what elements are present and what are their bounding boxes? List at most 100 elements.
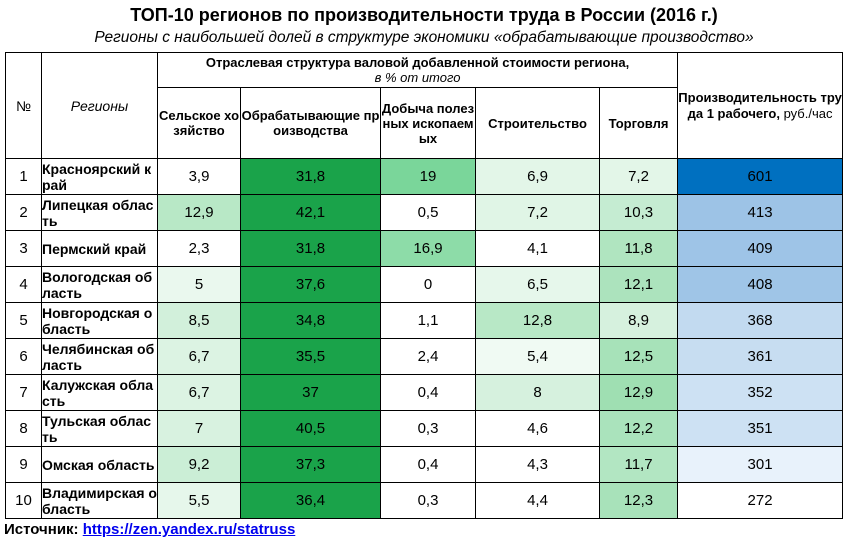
- cell-agriculture: 12,9: [157, 194, 241, 231]
- row-region: Вологодская область: [41, 266, 158, 303]
- row-region: Тульская область: [41, 410, 158, 447]
- cell-productivity: 352: [677, 374, 844, 411]
- row-num: 4: [5, 266, 42, 303]
- cell-mining: 0,3: [380, 410, 476, 447]
- cell-trade: 12,2: [598, 410, 679, 447]
- cell-manufacturing: 35,5: [240, 338, 381, 375]
- row-region: Липецкая область: [41, 194, 158, 231]
- row-region: Новгородская область: [41, 302, 158, 339]
- table-row: 6 Челябинская область 6,7 35,5 2,4 5,4 12,5 361: [5, 338, 844, 375]
- cell-manufacturing: 42,1: [240, 194, 381, 231]
- cell-agriculture: 8,5: [157, 302, 241, 339]
- header-agriculture: Сельское хозяйство: [157, 87, 241, 159]
- cell-agriculture: 3,9: [157, 158, 241, 195]
- header-productivity-title: Производительность труда 1 рабочего,: [678, 89, 842, 121]
- header-construction: Строительство: [475, 87, 600, 159]
- row-region: Калужская область: [41, 374, 158, 411]
- page-title: ТОП-10 регионов по производительности тр…: [130, 5, 718, 25]
- cell-productivity: 301: [677, 446, 844, 483]
- cell-mining: 1,1: [380, 302, 476, 339]
- cell-mining: 0,4: [380, 374, 476, 411]
- cell-agriculture: 2,3: [157, 230, 241, 267]
- cell-agriculture: 9,2: [157, 446, 241, 483]
- cell-agriculture: 6,7: [157, 338, 241, 375]
- cell-trade: 7,2: [598, 158, 679, 195]
- cell-construction: 8: [475, 374, 600, 411]
- header-productivity-unit: руб./час: [783, 105, 833, 121]
- cell-construction: 5,4: [475, 338, 600, 375]
- cell-manufacturing: 37,3: [240, 446, 381, 483]
- source-line: Источник: https://zen.yandex.ru/statruss: [4, 520, 295, 540]
- cell-construction: 7,2: [475, 194, 600, 231]
- row-region: Пермский край: [41, 230, 158, 267]
- cell-construction: 6,5: [475, 266, 600, 303]
- table-body: 1 Красноярский край 3,9 31,8 19 6,9 7,2 601 2 Лип…: [5, 158, 844, 519]
- table-row: 4 Вологодская область 5 37,6 0 6,5 12,1 408: [5, 266, 844, 303]
- cell-agriculture: 7: [157, 410, 241, 447]
- table-row: 8 Тульская область 7 40,5 0,3 4,6 12,2 351: [5, 410, 844, 447]
- source-link[interactable]: https://zen.yandex.ru/statruss: [82, 521, 296, 538]
- cell-productivity: 368: [677, 302, 844, 339]
- cell-productivity: 408: [677, 266, 844, 303]
- cell-manufacturing: 37: [240, 374, 381, 411]
- table-row: 5 Новгородская область 8,5 34,8 1,1 12,8 8,9 36…: [5, 302, 844, 339]
- cell-productivity: 409: [677, 230, 844, 267]
- table-row: 7 Калужская область 6,7 37 0,4 8 12,9 352: [5, 374, 844, 411]
- cell-manufacturing: 31,8: [240, 158, 381, 195]
- cell-productivity: 351: [677, 410, 844, 447]
- cell-productivity: 413: [677, 194, 844, 231]
- cell-trade: 11,8: [598, 230, 679, 267]
- cell-construction: 6,9: [475, 158, 600, 195]
- cell-mining: 0: [380, 266, 476, 303]
- table-row: 10 Владимирская область 5,5 36,4 0,3 4,4 12,3 2…: [5, 482, 844, 519]
- row-num: 2: [5, 194, 42, 231]
- row-num: 6: [5, 338, 42, 375]
- cell-trade: 12,1: [598, 266, 679, 303]
- cell-construction: 4,1: [475, 230, 600, 267]
- header-region: Регионы: [41, 52, 158, 159]
- row-num: 9: [5, 446, 42, 483]
- cell-mining: 0,3: [380, 482, 476, 519]
- table-row: 9 Омская область 9,2 37,3 0,4 4,3 11,7 301: [5, 446, 844, 483]
- header-group: Отраслевая структура валовой добавленной…: [156, 52, 679, 88]
- row-num: 8: [5, 410, 42, 447]
- table-row: 2 Липецкая область 12,9 42,1 0,5 7,2 10,3 413: [5, 194, 844, 231]
- row-num: 10: [5, 482, 42, 519]
- row-num: 5: [5, 302, 42, 339]
- cell-mining: 0,4: [380, 446, 476, 483]
- cell-agriculture: 6,7: [157, 374, 241, 411]
- cell-agriculture: 5: [157, 266, 241, 303]
- cell-manufacturing: 31,8: [240, 230, 381, 267]
- cell-construction: 4,6: [475, 410, 600, 447]
- header-group-title: Отраслевая структура валовой добавленной…: [205, 55, 630, 70]
- cell-trade: 12,5: [598, 338, 679, 375]
- cell-manufacturing: 37,6: [240, 266, 381, 303]
- cell-mining: 16,9: [380, 230, 476, 267]
- cell-manufacturing: 34,8: [240, 302, 381, 339]
- row-region: Красноярский край: [41, 158, 158, 195]
- page-subtitle: Регионы с наибольшей долей в структуре э…: [94, 29, 754, 46]
- cell-construction: 12,8: [475, 302, 600, 339]
- productivity-table: № Регионы Отраслевая структура валовой д…: [5, 52, 844, 519]
- cell-mining: 19: [380, 158, 476, 195]
- cell-mining: 2,4: [380, 338, 476, 375]
- row-region: Омская область: [41, 446, 158, 483]
- cell-productivity: 361: [677, 338, 844, 375]
- header-num: №: [5, 52, 42, 159]
- cell-manufacturing: 36,4: [240, 482, 381, 519]
- table-row: 3 Пермский край 2,3 31,8 16,9 4,1 11,8 409: [5, 230, 844, 267]
- header-trade: Торговля: [598, 87, 679, 159]
- cell-productivity: 272: [677, 482, 844, 519]
- cell-trade: 11,7: [598, 446, 679, 483]
- cell-mining: 0,5: [380, 194, 476, 231]
- cell-trade: 8,9: [598, 302, 679, 339]
- row-num: 3: [5, 230, 42, 267]
- cell-trade: 10,3: [598, 194, 679, 231]
- row-num: 7: [5, 374, 42, 411]
- row-region: Владимирская область: [41, 482, 158, 519]
- cell-manufacturing: 40,5: [240, 410, 381, 447]
- cell-construction: 4,3: [475, 446, 600, 483]
- header-productivity: Производительность труда 1 рабочего, руб…: [677, 52, 844, 159]
- source-label: Источник:: [4, 521, 79, 538]
- row-region: Челябинская область: [41, 338, 158, 375]
